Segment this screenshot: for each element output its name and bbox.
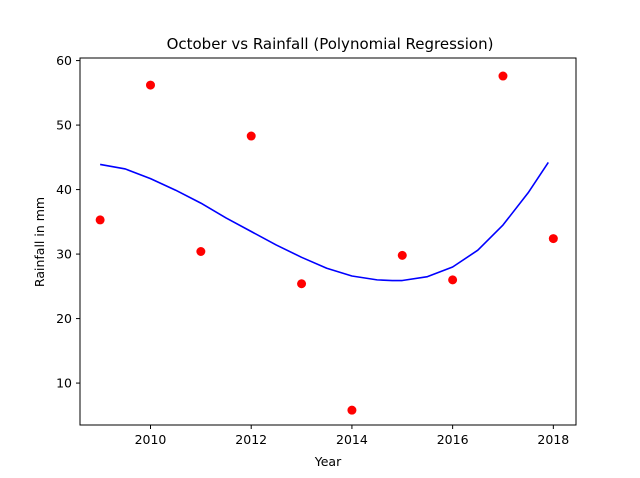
data-point	[297, 279, 307, 289]
data-point	[95, 215, 105, 225]
y-tick-label: 20	[56, 311, 72, 326]
plot-area: 2010 2012 2014 2016 2018 10 20 30 40 50 60	[56, 53, 577, 447]
data-point	[347, 405, 357, 415]
x-axis-label: Year	[314, 454, 342, 469]
data-point	[397, 250, 407, 260]
data-point	[548, 234, 558, 244]
x-tick-label: 2012	[235, 432, 267, 447]
y-tick-label: 60	[56, 53, 72, 68]
data-point	[196, 247, 206, 256]
y-axis-label: Rainfall in mm	[32, 197, 47, 287]
chart-title: October vs Rainfall (Polynomial Regressi…	[167, 35, 494, 53]
data-point	[146, 80, 155, 90]
axes-frame	[79, 57, 577, 426]
x-tick-label: 2010	[135, 432, 167, 447]
data-point	[448, 275, 458, 285]
x-tick-label: 2016	[437, 432, 469, 447]
data-point	[246, 131, 256, 141]
y-tick-label: 40	[56, 182, 72, 197]
y-tick-label: 10	[56, 376, 72, 391]
x-tick-label: 2014	[336, 432, 368, 447]
regression-line	[99, 162, 549, 282]
data-point	[498, 71, 508, 81]
y-tick-label: 30	[56, 247, 72, 262]
y-tick-label: 50	[56, 118, 72, 133]
x-tick-label: 2018	[537, 432, 569, 447]
